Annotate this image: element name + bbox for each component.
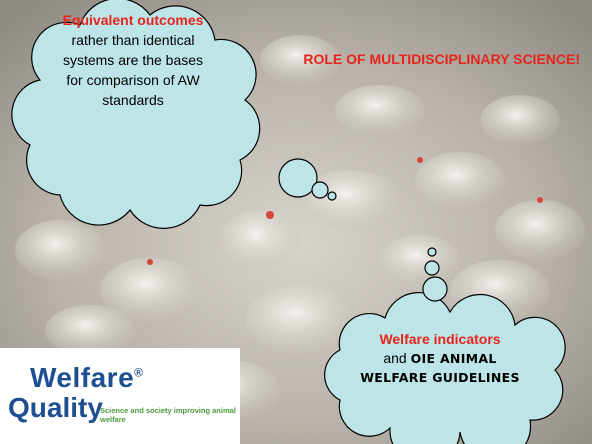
cloud-left-text: Equivalent outcomes rather than identica…: [58, 10, 208, 110]
emphasis: Welfare indicators: [379, 331, 500, 347]
registered-mark: ®: [134, 366, 143, 380]
logo-word-text: Welfare: [30, 362, 134, 393]
thought-bubble: [328, 192, 336, 200]
logo-word: Quality: [8, 392, 103, 424]
logo: Welfare® Quality Science and society imp…: [0, 348, 240, 444]
connector: and: [383, 350, 406, 366]
thought-bubble: [428, 248, 436, 256]
logo-tagline: Science and society improving animal wel…: [100, 406, 240, 424]
emphasis: Equivalent outcomes: [63, 12, 204, 28]
slide-title: ROLE OF MULTIDISCIPLINARY SCIENCE!: [270, 50, 580, 69]
thought-bubble: [423, 277, 447, 301]
thought-bubble: [312, 182, 328, 198]
thought-bubble: [425, 261, 439, 275]
body-text: rather than identical systems are the ba…: [63, 32, 203, 108]
slide: ROLE OF MULTIDISCIPLINARY SCIENCE! Equiv…: [0, 0, 592, 444]
logo-word: Welfare®: [30, 362, 143, 394]
thought-bubble: [279, 159, 317, 197]
